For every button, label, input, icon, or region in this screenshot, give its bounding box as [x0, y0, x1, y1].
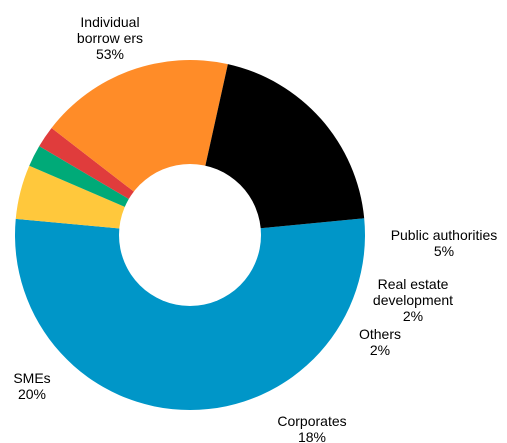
slice-category-label: Corporates [277, 413, 346, 429]
slice-value-label: 53% [96, 46, 124, 62]
slice-category-label: borrow ers [77, 30, 143, 46]
slice-value-label: 2% [370, 342, 390, 358]
slice-value-label: 2% [403, 308, 423, 324]
slice-value-label: 18% [298, 429, 326, 443]
slice-category-label: Real estate [378, 276, 449, 292]
slice-value-label: 5% [434, 243, 454, 259]
slice-category-label: Public authorities [391, 227, 498, 243]
donut-hole [119, 164, 261, 306]
slice-category-label: SMEs [13, 370, 50, 386]
slice-category-label: Others [359, 326, 401, 342]
slice-category-label: Individual [80, 14, 139, 30]
slice-individual-borrow-ers [14, 218, 365, 411]
slice-value-label: 20% [18, 386, 46, 402]
slice-category-label: development [373, 292, 453, 308]
